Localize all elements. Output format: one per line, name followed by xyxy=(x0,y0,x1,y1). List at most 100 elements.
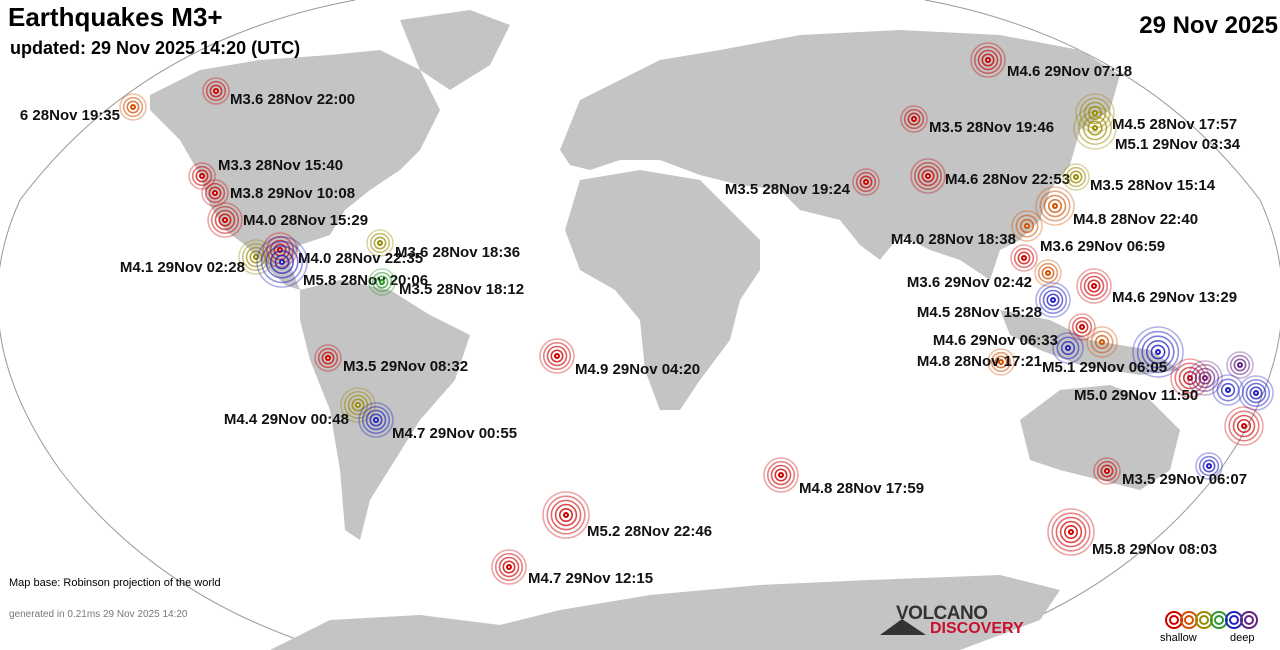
earthquake-label: M5.1 29Nov 03:34 xyxy=(1115,136,1241,153)
earthquake-marker[interactable] xyxy=(256,236,308,288)
earthquake-marker[interactable] xyxy=(852,168,880,196)
earthquake-marker[interactable] xyxy=(1195,452,1223,480)
earthquake-label: M4.5 28Nov 17:57 xyxy=(1112,116,1238,133)
earthquake-label: M4.1 29Nov 02:28 xyxy=(119,259,245,276)
volcano-discovery-logo[interactable]: VOLCANO DISCOVERY xyxy=(880,603,1024,641)
earthquake-label: M4.6 28Nov 22:53 xyxy=(945,171,1071,188)
earthquake-label: M3.5 28Nov 15:14 xyxy=(1090,177,1216,194)
earthquake-marker[interactable] xyxy=(201,179,229,207)
earthquake-label: M3.5 29Nov 06:07 xyxy=(1122,471,1248,488)
earthquake-label: M3.3 28Nov 15:40 xyxy=(218,157,344,174)
earthquake-label: M4.0 28Nov 15:29 xyxy=(243,212,369,229)
logo-text-top: VOLCANO xyxy=(896,603,988,624)
earthquake-label: M5.2 28Nov 22:46 xyxy=(587,523,713,540)
earthquake-label: M4.6 29Nov 07:18 xyxy=(1007,63,1133,80)
earthquake-label: M4.8 28Nov 17:21 xyxy=(916,353,1042,370)
earthquake-label: 6 28Nov 19:35 xyxy=(19,107,120,124)
earthquake-marker[interactable] xyxy=(1052,332,1084,364)
earthquake-marker[interactable] xyxy=(1010,244,1038,272)
earthquake-marker[interactable] xyxy=(1187,360,1223,396)
earthquake-label: M4.8 28Nov 22:40 xyxy=(1073,211,1199,228)
earthquake-marker[interactable] xyxy=(987,348,1015,376)
legend-ring-deepest xyxy=(1240,611,1258,629)
earthquake-label: M3.5 29Nov 08:32 xyxy=(343,358,469,375)
earthquake-label: M3.5 28Nov 18:12 xyxy=(399,281,525,298)
map-base-note: Map base: Robinson projection of the wor… xyxy=(9,577,221,589)
earthquake-label: M4.5 28Nov 15:28 xyxy=(916,304,1042,321)
earthquake-marker[interactable] xyxy=(1226,351,1254,379)
earthquake-marker[interactable] xyxy=(188,162,216,190)
earthquake-marker[interactable] xyxy=(207,202,243,238)
earthquake-marker[interactable] xyxy=(1212,374,1244,406)
earthquake-marker[interactable] xyxy=(1035,282,1071,318)
legend-shallow-label: shallow xyxy=(1160,632,1197,644)
legend-ring-shallow xyxy=(1165,611,1183,629)
earthquake-marker[interactable] xyxy=(1034,259,1062,287)
earthquake-label: M5.8 28Nov 20:06 xyxy=(303,272,429,289)
earthquake-marker[interactable] xyxy=(1086,326,1118,358)
continents xyxy=(150,10,1180,650)
earthquake-marker[interactable] xyxy=(1076,268,1112,304)
earthquake-marker[interactable] xyxy=(1011,210,1043,242)
earthquake-label: M4.0 28Nov 18:38 xyxy=(890,231,1016,248)
earthquake-label: M3.6 29Nov 06:59 xyxy=(1040,238,1166,255)
map-date: 29 Nov 2025 xyxy=(1139,12,1278,39)
earthquake-marker[interactable] xyxy=(119,93,147,121)
earthquake-label: M4.7 29Nov 00:55 xyxy=(392,425,518,442)
earthquake-marker[interactable] xyxy=(358,402,394,438)
updated-timestamp: updated: 29 Nov 2025 14:20 (UTC) xyxy=(10,38,301,58)
logo-text-bottom: DISCOVERY xyxy=(930,620,1024,637)
earthquake-marker[interactable] xyxy=(900,105,928,133)
earthquake-marker[interactable] xyxy=(970,42,1006,78)
earthquake-label: M3.6 29Nov 02:42 xyxy=(906,274,1032,291)
earthquake-marker[interactable] xyxy=(763,457,799,493)
legend-ring-mid xyxy=(1195,611,1213,629)
earthquake-label: M3.5 28Nov 19:24 xyxy=(724,181,850,198)
earthquake-label: M5.1 29Nov 06:05 xyxy=(1042,359,1168,376)
earthquake-label: M3.6 28Nov 18:36 xyxy=(395,244,521,261)
earthquake-label: M4.9 29Nov 04:20 xyxy=(575,361,701,378)
earthquake-label: M4.7 29Nov 12:15 xyxy=(528,570,654,587)
legend-ring-deep xyxy=(1225,611,1243,629)
earthquake-marker[interactable] xyxy=(1035,186,1075,226)
earthquake-marker[interactable] xyxy=(366,229,394,257)
earthquake-label: M3.8 29Nov 10:08 xyxy=(230,185,356,202)
earthquake-marker[interactable] xyxy=(542,491,590,539)
earthquake-label: M5.8 29Nov 08:03 xyxy=(1092,541,1218,558)
earthquake-marker[interactable] xyxy=(491,549,527,585)
earthquake-label: M4.6 29Nov 06:33 xyxy=(932,332,1058,349)
earthquake-marker[interactable] xyxy=(238,239,274,275)
earthquake-marker[interactable] xyxy=(1047,508,1095,556)
legend-ring-mid_deep xyxy=(1210,611,1228,629)
generated-note: generated in 0.21ms 29 Nov 2025 14:20 xyxy=(9,609,188,620)
earthquake-marker[interactable] xyxy=(1073,106,1117,150)
depth-legend: shallow deep xyxy=(1160,610,1274,650)
earthquake-label: M5.0 29Nov 11:50 xyxy=(1074,387,1199,404)
earthquake-marker[interactable] xyxy=(1068,313,1096,341)
volcano-icon xyxy=(880,619,926,635)
earthquake-label: M4.4 29Nov 00:48 xyxy=(223,411,349,428)
earthquake-marker[interactable] xyxy=(1224,406,1264,446)
map-title: Earthquakes M3+ xyxy=(8,2,223,32)
earthquake-marker[interactable] xyxy=(1062,163,1090,191)
earthquake-marker[interactable] xyxy=(1132,326,1184,378)
legend-deep-label: deep xyxy=(1230,632,1255,644)
earthquake-marker[interactable] xyxy=(202,77,230,105)
earthquake-marker[interactable] xyxy=(368,268,396,296)
legend-ring-shallow_mid xyxy=(1180,611,1198,629)
southeast-asia-islands xyxy=(1000,310,1180,375)
australia xyxy=(1020,385,1180,490)
earthquake-marker[interactable] xyxy=(910,158,946,194)
earthquake-label: M4.0 28Nov 22:35 xyxy=(298,250,424,267)
earthquake-marker[interactable] xyxy=(340,387,376,423)
earthquake-label: M3.6 28Nov 22:00 xyxy=(230,91,356,108)
earthquake-marker[interactable] xyxy=(539,338,575,374)
africa xyxy=(565,170,760,410)
depth-legend-rings xyxy=(1165,611,1258,629)
europe-asia xyxy=(560,30,1120,280)
earthquake-marker[interactable] xyxy=(1093,457,1121,485)
earthquake-marker[interactable] xyxy=(314,344,342,372)
earthquake-label: M3.5 28Nov 19:46 xyxy=(929,119,1055,136)
greenland xyxy=(400,10,510,90)
